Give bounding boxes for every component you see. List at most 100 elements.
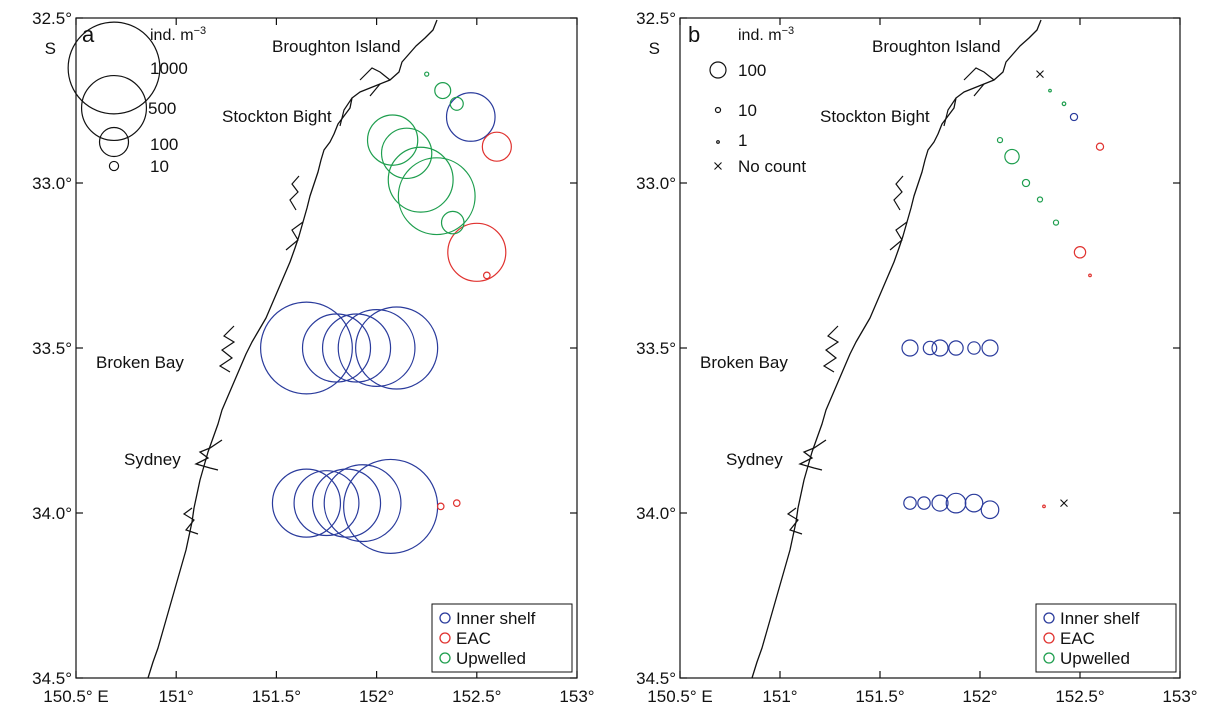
place-sydney-b: Sydney xyxy=(726,450,783,469)
x-tick-label-a-2: 151.5° xyxy=(252,687,301,706)
y-tick-label-a-2: 33.5° xyxy=(32,339,72,358)
point-b-inner-shelf-5 xyxy=(981,339,999,357)
legend-marker-b-eac xyxy=(1043,632,1055,644)
x-tick-label-b-2: 151.5° xyxy=(855,687,904,706)
y-hemisphere-b: S xyxy=(649,39,660,58)
size-label-b-nocount: No count xyxy=(738,157,806,176)
x-tick-label-a-0: 150.5° E xyxy=(43,687,108,706)
legend-label-a-upwelled: Upwelled xyxy=(456,649,526,668)
size-legend-b-nocount-mark xyxy=(714,162,722,170)
y-tick-label-b-1: 33.0° xyxy=(636,174,676,193)
point-a-upwelled-2 xyxy=(449,96,464,111)
point-a-inner-shelf-9 xyxy=(343,458,439,554)
point-b-upwelled-4 xyxy=(1021,178,1031,188)
point-a-inner-shelf-1 xyxy=(301,313,372,383)
point-a-inner-shelf-10 xyxy=(445,92,496,142)
panel-b: 150.5° E 151° 151.5° 152° 152.5° 153° 32.5° 33.… xyxy=(636,9,1197,706)
coast-inlet-b-4 xyxy=(798,439,827,471)
point-b-inner-shelf-3 xyxy=(948,340,964,356)
size-label-b-1: 1 xyxy=(738,131,747,150)
place-sydney-a: Sydney xyxy=(124,450,181,469)
panel-letter-b: b xyxy=(688,22,700,47)
legend-label-b-eac: EAC xyxy=(1060,629,1095,648)
y-tick-label-b-2: 33.5° xyxy=(636,339,676,358)
size-legend-a xyxy=(67,21,161,172)
point-b-inner-shelf-11 xyxy=(980,500,1000,520)
point-a-inner-shelf-8 xyxy=(323,464,402,543)
size-unit-a: ind. m−3 xyxy=(150,25,206,44)
point-a-upwelled-3 xyxy=(366,114,419,166)
coast-inlet-b-3 xyxy=(822,325,840,373)
size-legend-a-circle-1 xyxy=(80,74,148,142)
place-broughton-a: Broughton Island xyxy=(272,37,401,56)
size-label-a-1000: 1000 xyxy=(150,59,188,78)
coast-inlet-b-1 xyxy=(943,67,995,127)
data-marks-a xyxy=(260,71,512,554)
size-legend-b-circle-1 xyxy=(714,106,722,114)
legend-marker-a-upwelled xyxy=(439,652,451,664)
size-label-b-100: 100 xyxy=(738,61,766,80)
size-legend-a-circle-3 xyxy=(108,160,120,172)
point-a-inner-shelf-0 xyxy=(260,301,353,395)
point-a-inner-shelf-4 xyxy=(355,306,439,390)
x-tick-label-a-4: 152.5° xyxy=(452,687,501,706)
no-count-mark-b-0 xyxy=(1036,70,1044,78)
y-tick-label-b-0: 32.5° xyxy=(636,9,676,28)
point-a-eac-1 xyxy=(447,222,507,282)
point-a-inner-shelf-7 xyxy=(311,468,382,538)
x-tick-label-b-4: 152.5° xyxy=(1055,687,1104,706)
data-marks-b xyxy=(901,70,1105,520)
x-tick-label-b-1: 151° xyxy=(762,687,797,706)
size-unit-a-exp: −3 xyxy=(194,25,207,37)
size-legend-a-circle-2 xyxy=(98,126,130,158)
point-a-upwelled-1 xyxy=(434,82,452,100)
size-legend-b xyxy=(709,61,727,170)
no-count-mark-b-1 xyxy=(1060,499,1068,507)
point-b-eac-2 xyxy=(1088,273,1092,278)
point-b-upwelled-5 xyxy=(1036,196,1044,203)
coast-inlet-b-5 xyxy=(786,507,803,535)
point-a-upwelled-0 xyxy=(424,71,430,77)
coast-inlet-a-2 xyxy=(285,175,304,251)
legend-box-a xyxy=(431,603,573,673)
point-b-inner-shelf-8 xyxy=(931,494,949,512)
legend-label-b-upwelled: Upwelled xyxy=(1060,649,1130,668)
coast-inlet-a-5 xyxy=(182,507,199,535)
point-a-eac-3 xyxy=(436,502,445,511)
y-tick-label-b-4: 34.5° xyxy=(636,669,676,688)
point-b-inner-shelf-10 xyxy=(964,493,984,513)
point-a-inner-shelf-5 xyxy=(271,468,342,538)
point-b-upwelled-1 xyxy=(1061,101,1067,107)
point-b-upwelled-3 xyxy=(1004,148,1020,165)
ticks-a: 150.5° E 151° 151.5° 152° 152.5° 153° 32.5° 33.… xyxy=(32,9,594,706)
legend-marker-a-eac xyxy=(439,632,451,644)
x-tick-label-a-5: 153° xyxy=(559,687,594,706)
coastline-b xyxy=(751,19,1042,679)
x-tick-label-b-0: 150.5° E xyxy=(647,687,712,706)
y-tick-label-a-4: 34.5° xyxy=(32,669,72,688)
point-b-inner-shelf-1 xyxy=(922,340,938,356)
point-b-eac-0 xyxy=(1095,142,1105,151)
point-a-upwelled-7 xyxy=(440,210,465,235)
size-label-a-100: 100 xyxy=(150,135,178,154)
point-b-upwelled-0 xyxy=(1048,88,1052,93)
size-unit-b-base: ind. m xyxy=(738,27,782,44)
legend-marker-b-inner xyxy=(1043,612,1055,624)
size-unit-b: ind. m−3 xyxy=(738,25,794,44)
y-tick-label-a-3: 34.0° xyxy=(32,504,72,523)
point-b-inner-shelf-6 xyxy=(903,496,917,510)
point-b-eac-1 xyxy=(1073,246,1087,259)
point-b-upwelled-2 xyxy=(996,136,1004,144)
legend-label-a-inner: Inner shelf xyxy=(456,609,536,628)
place-stockton-b: Stockton Bight xyxy=(820,107,930,126)
place-brokenbay-b: Broken Bay xyxy=(700,353,788,372)
point-b-inner-shelf-2 xyxy=(931,339,949,357)
legend-marker-b-upwelled xyxy=(1043,652,1055,664)
y-hemisphere-a: S xyxy=(45,39,56,58)
size-label-a-500: 500 xyxy=(148,99,176,118)
coast-inlet-b-2 xyxy=(889,175,908,251)
ticks-b: 150.5° E 151° 151.5° 152° 152.5° 153° 32.5° 33.… xyxy=(636,9,1197,706)
point-a-eac-0 xyxy=(481,131,512,162)
x-tick-label-a-1: 151° xyxy=(159,687,194,706)
panel-letter-a: a xyxy=(82,22,95,47)
